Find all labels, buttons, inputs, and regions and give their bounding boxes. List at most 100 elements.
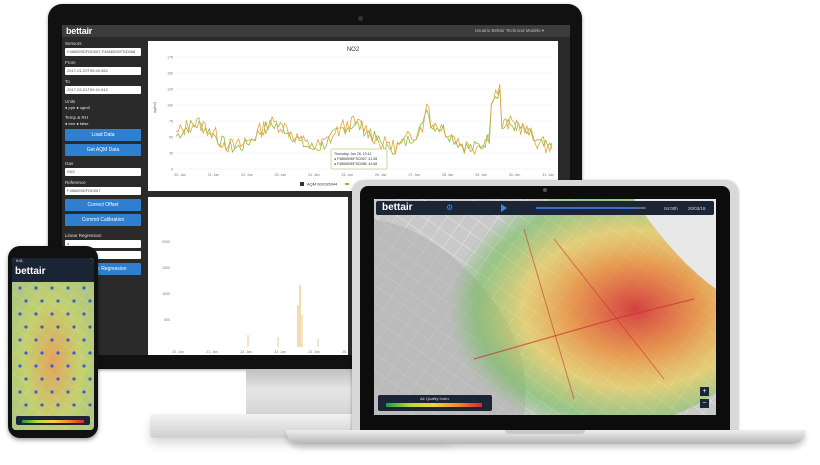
sensor-marker: [34, 312, 38, 316]
y-tick-label: 100: [167, 104, 173, 108]
x-tick-label: 24. Jan: [308, 173, 320, 177]
sensor-marker: [18, 286, 22, 290]
chart-ylabel: ug/m3: [152, 101, 157, 113]
zoom-in-button[interactable]: +: [700, 387, 709, 396]
secondary-chart-panel: 2000 1500 1000 500 20. Jan 21. Jan 22. Jan 23.…: [148, 197, 348, 355]
x-tick-label: 25. Jan: [342, 350, 348, 354]
load-data-button[interactable]: Load Data: [65, 129, 141, 141]
sensor-marker: [56, 299, 60, 303]
phone-screen: 9:41 bettair: [12, 258, 94, 430]
sensor-marker: [50, 312, 54, 316]
gas-input[interactable]: SN2: [65, 168, 141, 176]
correct-offset-button[interactable]: Correct Offset: [65, 199, 141, 211]
sensor-marker: [72, 351, 76, 355]
sensor-marker: [72, 377, 76, 381]
x-tick-label: 30. Jan: [509, 173, 521, 177]
secondary-chart: 2000 1500 1000 500 20. Jan 21. Jan 22. Jan 23.…: [162, 240, 348, 354]
reference-input[interactable]: F486659DFDD067: [65, 187, 141, 195]
x-tick-label: 31. Jan: [542, 173, 554, 177]
sensor-marker: [34, 390, 38, 394]
sensor-marker: [66, 338, 70, 342]
sensor-marker: [24, 403, 28, 407]
secondary-series: [247, 285, 319, 347]
phone-legend-color-scale: [22, 420, 84, 423]
sensor-marker: [34, 364, 38, 368]
gear-icon[interactable]: ⚙: [446, 203, 454, 212]
legend-color-scale: [386, 403, 482, 407]
units-radio-group[interactable]: ● ppb ● ugm3: [65, 105, 90, 110]
sensor-marker: [18, 338, 22, 342]
sensors-input[interactable]: F486659DFDD067,F486659DFDD068: [65, 48, 141, 56]
y-tick-label: 125: [167, 88, 173, 92]
no2-chart-panel: NO2 ug/m3 175 150 125 100 75 50 25 0 20. Jan 21.…: [148, 41, 558, 191]
date-label: 20/03/18: [688, 206, 706, 211]
phone-aqi-legend: [16, 416, 90, 425]
chart-tooltip: Thursday, Jan 26, 13:12 ● F486659DFDD067…: [330, 148, 388, 170]
time-slider-fill: [536, 207, 636, 209]
y-tick-label: 1000: [162, 292, 170, 296]
monitor-stand-neck: [246, 369, 364, 421]
sensor-marker: [88, 377, 92, 381]
tooltip-line-1: ● F486659DFDD067: 41.58: [334, 157, 377, 161]
laptop-camera-icon: [543, 188, 547, 192]
sensor-marker: [24, 377, 28, 381]
temp-radio-group[interactable]: ● true ● false: [65, 121, 89, 126]
sensor-marker: [56, 403, 60, 407]
x-tick-label: 25. Jan: [342, 173, 354, 177]
sensor-marker: [24, 351, 28, 355]
y-tick-label: 500: [164, 318, 170, 322]
time-label: 04:00h: [664, 206, 678, 211]
sensor-marker: [18, 312, 22, 316]
phone-map[interactable]: [12, 258, 94, 430]
play-icon[interactable]: [501, 204, 507, 212]
legend-item-aqm[interactable]: AQM 600195044: [307, 182, 338, 187]
to-input[interactable]: 2017-02-01T00:41:04Z: [65, 86, 141, 94]
app-logo[interactable]: bettair: [66, 26, 93, 36]
phone-logo[interactable]: bettair: [15, 266, 46, 277]
sensor-marker: [88, 351, 92, 355]
x-tick-label: 21. Jan: [208, 173, 220, 177]
regression-input-1[interactable]: d: [65, 240, 141, 248]
y-tick-label: 1500: [162, 266, 170, 270]
air-quality-map[interactable]: [374, 199, 716, 415]
from-input[interactable]: 2017-01-20T09:40:45Z: [65, 67, 141, 75]
sensor-marker: [24, 325, 28, 329]
secondary-y-ticks: 2000 1500 1000 500: [162, 240, 170, 322]
sensor-marker: [72, 403, 76, 407]
chart-title: NO2: [347, 47, 360, 53]
x-tick-label: 26. Jan: [375, 173, 387, 177]
x-tick-label: 20. Jan: [172, 350, 184, 354]
commit-calibration-button[interactable]: Commit Calibration: [65, 214, 141, 226]
camera-icon: [358, 16, 363, 21]
user-menu[interactable]: Usuario Bettair Technical Modelo ▾: [474, 28, 544, 33]
sensor-markers[interactable]: [18, 286, 92, 407]
time-slider[interactable]: [536, 207, 646, 209]
legend-title: Air Quality Index: [420, 396, 450, 401]
temp-label: Temp & RH: [65, 115, 89, 120]
y-tick-label: 50: [169, 136, 173, 140]
zoom-out-button[interactable]: −: [700, 399, 709, 408]
sensor-marker: [72, 325, 76, 329]
x-axis-ticks: 20. Jan 21. Jan 22. Jan 23. Jan 24. Jan 25. J…: [174, 173, 554, 177]
units-label: Units: [65, 99, 76, 104]
y-tick-label: 175: [167, 56, 173, 60]
get-aqm-data-button[interactable]: Get AQM Data: [65, 144, 141, 156]
chart-legend[interactable]: AQM 600195044: [300, 182, 349, 187]
tooltip-date: Thursday, Jan 26, 13:12: [334, 152, 372, 156]
map-logo[interactable]: bettair: [382, 202, 413, 213]
x-tick-label: 20. Jan: [174, 173, 186, 177]
sensor-marker: [66, 364, 70, 368]
y-tick-label: 75: [169, 120, 173, 124]
x-tick-label: 28. Jan: [442, 173, 454, 177]
sensor-marker: [66, 286, 70, 290]
sensor-marker: [18, 390, 22, 394]
x-tick-label: 23. Jan: [274, 350, 286, 354]
x-tick-label: 21. Jan: [206, 350, 218, 354]
map-toolbar: bettair ⚙ 04:00h 20/03/18: [376, 201, 714, 215]
to-label: To: [65, 79, 70, 84]
sensor-marker: [50, 390, 54, 394]
gas-label: Gas: [65, 161, 74, 166]
sensor-marker: [82, 312, 86, 316]
linear-regression-label: Linear Regression: [65, 233, 102, 238]
